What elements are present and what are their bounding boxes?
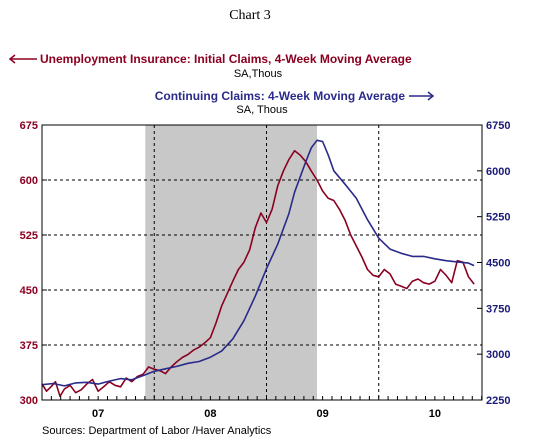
left-axis-tick-label: 600 (20, 175, 38, 187)
left-axis-tick-label: 450 (20, 285, 38, 297)
left-axis-tick-label: 300 (20, 395, 38, 407)
unit-label-continuing-claims: SA, Thous (236, 104, 288, 116)
right-axis-tick-label: 2250 (486, 395, 510, 407)
legend-label-initial-claims: Unemployment Insurance: Initial Claims, … (40, 52, 412, 66)
legend-label-continuing-claims: Continuing Claims: 4-Week Moving Average (155, 89, 406, 103)
unit-label-initial-claims: SA,Thous (234, 68, 283, 80)
right-axis-tick-label: 3750 (486, 303, 510, 315)
x-axis-tick-label: 08 (204, 408, 216, 420)
legend-arrow-left-head (8, 54, 16, 64)
legend-initial-claims: Unemployment Insurance: Initial Claims, … (8, 52, 412, 66)
right-axis-tick-label: 5250 (486, 212, 510, 224)
right-axis-tick-label: 6750 (486, 120, 510, 132)
left-axis-tick-label: 675 (20, 120, 38, 132)
legend-continuing-claims: Continuing Claims: 4-Week Moving Average (155, 89, 435, 103)
right-axis-tick-label: 4500 (486, 258, 510, 270)
x-axis-tick-label: 07 (92, 408, 104, 420)
right-axis-tick-label: 3000 (486, 349, 510, 361)
chart-title: Chart 3 (229, 8, 271, 23)
plot-area: 675 600 525 450 375 300 6750 6000 5250 4500 3750 30… (20, 120, 511, 420)
right-axis-tick-label: 6000 (486, 166, 510, 178)
recession-shading (145, 125, 317, 400)
sources-note: Sources: Department of Labor /Haver Anal… (42, 425, 272, 437)
x-axis-tick-label: 09 (316, 408, 328, 420)
legend-arrow-right-head (427, 91, 435, 101)
x-axis-tick-label: 10 (429, 408, 441, 420)
left-axis-tick-label: 525 (20, 230, 38, 242)
series-line-continuing-claims (41, 139, 475, 387)
left-axis-tick-label: 375 (20, 340, 38, 352)
